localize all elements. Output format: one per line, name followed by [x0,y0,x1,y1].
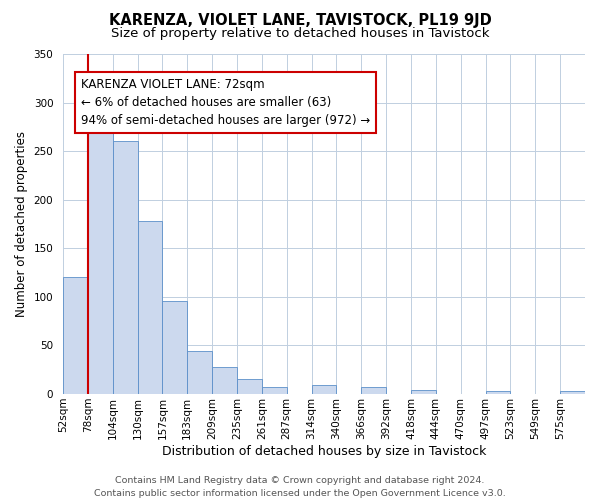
Bar [88,121,113,394]
Bar [560,391,585,394]
Y-axis label: Number of detached properties: Number of detached properties [15,131,28,317]
Text: KARENZA, VIOLET LANE, TAVISTOCK, PL19 9JD: KARENZA, VIOLET LANE, TAVISTOCK, PL19 9J… [109,12,491,28]
Bar [237,380,262,394]
Bar [311,386,337,394]
Bar [361,387,386,394]
Bar [485,391,511,394]
Text: KARENZA VIOLET LANE: 72sqm
← 6% of detached houses are smaller (63)
94% of semi-: KARENZA VIOLET LANE: 72sqm ← 6% of detac… [81,78,370,128]
Bar [163,301,187,394]
Bar [187,352,212,394]
Text: Size of property relative to detached houses in Tavistock: Size of property relative to detached ho… [111,28,489,40]
Text: Contains HM Land Registry data © Crown copyright and database right 2024.
Contai: Contains HM Land Registry data © Crown c… [94,476,506,498]
Bar [262,387,287,394]
Bar [113,142,137,394]
X-axis label: Distribution of detached houses by size in Tavistock: Distribution of detached houses by size … [162,444,486,458]
Bar [137,221,163,394]
Bar [63,278,88,394]
Bar [411,390,436,394]
Bar [212,367,237,394]
